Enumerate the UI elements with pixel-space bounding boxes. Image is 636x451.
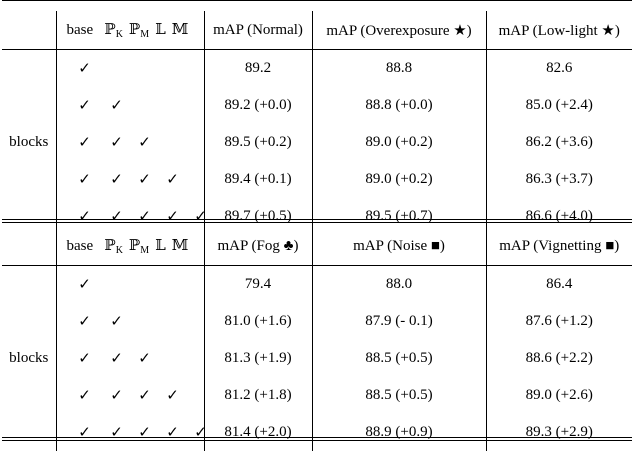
map-value-cell: 88.5 (+0.5) — [312, 377, 486, 414]
check-mark: ✓ — [67, 170, 103, 189]
check-mark: ✓ — [131, 207, 159, 226]
table-top-rule — [2, 0, 632, 1]
check-mark: ✓ — [187, 207, 215, 226]
column-header: mAP (Fog ♣) — [204, 227, 312, 266]
config-checks: ✓✓✓ — [56, 124, 204, 161]
map-value-cell: 88.9 (+0.9) — [312, 414, 486, 451]
column-header: mAP (Low-light ★) — [486, 11, 632, 50]
table-row: ✓✓✓✓89.4 (+0.1)89.0 (+0.2)86.3 (+3.7) — [2, 161, 632, 198]
check-mark: ✓ — [67, 312, 103, 331]
map-value-cell: 86.4 — [486, 266, 632, 304]
map-value-cell: 82.6 — [486, 50, 632, 88]
map-value-cell: 86.3 (+3.7) — [486, 161, 632, 198]
config-checks: ✓✓✓✓ — [56, 161, 204, 198]
map-value-cell: 79.4 — [204, 266, 312, 304]
check-mark: ✓ — [67, 59, 103, 78]
column-header: mAP (Normal) — [204, 11, 312, 50]
check-mark: ✓ — [67, 386, 103, 405]
map-value-cell: 89.3 (+2.9) — [486, 414, 632, 451]
config-checks: ✓✓✓ — [56, 340, 204, 377]
config-checks: ✓ — [56, 266, 204, 304]
check-mark: ✓ — [103, 349, 131, 368]
header-pk: ℙK — [105, 238, 124, 254]
check-mark: ✓ — [67, 133, 103, 152]
map-value-cell: 88.6 (+2.2) — [486, 340, 632, 377]
header-base: base — [67, 22, 99, 39]
table-double-rule — [2, 219, 632, 223]
header-base: base — [67, 238, 99, 255]
check-mark: ✓ — [103, 312, 131, 331]
check-mark: ✓ — [131, 349, 159, 368]
header-l: 𝕃 — [155, 236, 166, 254]
check-mark: ✓ — [67, 349, 103, 368]
check-mark: ✓ — [131, 386, 159, 405]
row-group-label: blocks — [2, 266, 56, 451]
table-row: ✓✓✓81.3 (+1.9)88.5 (+0.5)88.6 (+2.2) — [2, 340, 632, 377]
map-value-cell: 87.9 (- 0.1) — [312, 303, 486, 340]
map-value-cell: 86.2 (+3.6) — [486, 124, 632, 161]
header-m: 𝕄 — [172, 20, 189, 38]
table-row: ✓✓81.0 (+1.6)87.9 (- 0.1)87.6 (+1.2) — [2, 303, 632, 340]
table-bottom-rule — [2, 437, 632, 441]
config-checks: ✓✓✓✓✓ — [56, 414, 204, 451]
header-pm: ℙM — [129, 238, 149, 254]
map-value-cell: 88.8 (+0.0) — [312, 87, 486, 124]
map-value-cell: 85.0 (+2.4) — [486, 87, 632, 124]
header-l: 𝕃 — [155, 20, 166, 38]
row-group-label: blocks — [2, 50, 56, 236]
map-value-cell: 81.4 (+2.0) — [204, 414, 312, 451]
table-row: ✓✓89.2 (+0.0)88.8 (+0.0)85.0 (+2.4) — [2, 87, 632, 124]
map-value-cell: 88.0 — [312, 266, 486, 304]
map-value-cell: 89.2 — [204, 50, 312, 88]
column-header: mAP (Vignetting ■) — [486, 227, 632, 266]
check-mark: ✓ — [159, 170, 187, 189]
header-pm: ℙM — [129, 22, 149, 38]
config-checks: ✓✓ — [56, 87, 204, 124]
map-value-cell: 89.5 (+0.2) — [204, 124, 312, 161]
check-mark: ✓ — [159, 386, 187, 405]
check-mark: ✓ — [159, 207, 187, 226]
column-header: mAP (Noise ■) — [312, 227, 486, 266]
table-row: ✓✓✓89.5 (+0.2)89.0 (+0.2)86.2 (+3.6) — [2, 124, 632, 161]
header-pk: ℙK — [105, 22, 124, 38]
map-value-cell: 88.5 (+0.5) — [312, 340, 486, 377]
map-value-cell: 89.4 (+0.1) — [204, 161, 312, 198]
check-mark: ✓ — [103, 133, 131, 152]
table-row: ✓✓✓✓✓81.4 (+2.0)88.9 (+0.9)89.3 (+2.9) — [2, 414, 632, 451]
check-mark: ✓ — [131, 170, 159, 189]
check-mark: ✓ — [103, 96, 131, 115]
table-row: ✓✓✓✓81.2 (+1.8)88.5 (+0.5)89.0 (+2.6) — [2, 377, 632, 414]
config-checks: ✓✓ — [56, 303, 204, 340]
map-value-cell: 81.2 (+1.8) — [204, 377, 312, 414]
map-value-cell: 89.0 (+0.2) — [312, 161, 486, 198]
map-value-cell: 88.8 — [312, 50, 486, 88]
check-mark: ✓ — [67, 96, 103, 115]
check-mark: ✓ — [103, 170, 131, 189]
map-value-cell: 87.6 (+1.2) — [486, 303, 632, 340]
config-checks: ✓✓✓✓ — [56, 377, 204, 414]
column-header: mAP (Overexposure ★) — [312, 11, 486, 50]
map-value-cell: 89.2 (+0.0) — [204, 87, 312, 124]
check-mark: ✓ — [103, 386, 131, 405]
check-mark: ✓ — [103, 207, 131, 226]
map-value-cell: 89.0 (+2.6) — [486, 377, 632, 414]
map-value-cell: 81.3 (+1.9) — [204, 340, 312, 377]
map-value-cell: 89.0 (+0.2) — [312, 124, 486, 161]
check-mark: ✓ — [67, 275, 103, 294]
check-mark: ✓ — [67, 207, 103, 226]
header-m: 𝕄 — [172, 236, 189, 254]
map-value-cell: 81.0 (+1.6) — [204, 303, 312, 340]
check-mark: ✓ — [131, 133, 159, 152]
config-checks: ✓ — [56, 50, 204, 88]
